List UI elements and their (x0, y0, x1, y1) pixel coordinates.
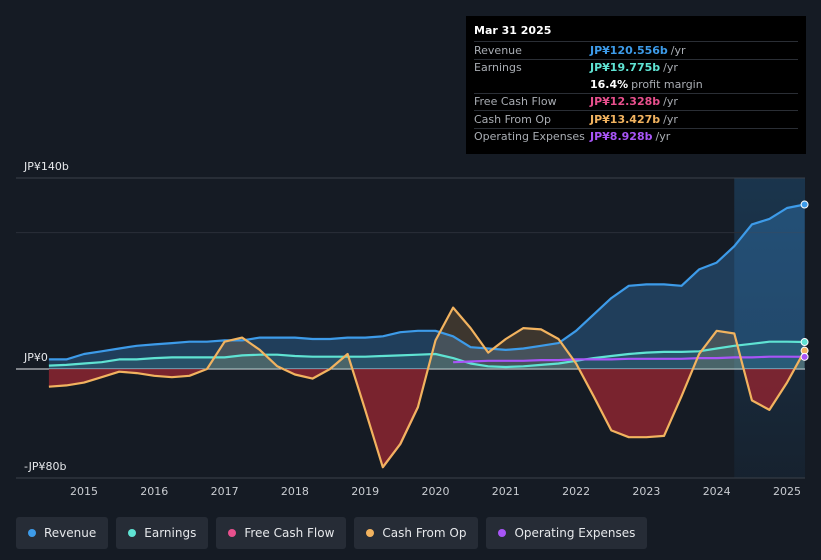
tooltip-row-label: Free Cash Flow (474, 95, 557, 109)
tooltip-row-value: JP¥12.328b (590, 95, 661, 109)
tooltip-row: Cash From Op JP¥13.427b/yr (474, 110, 798, 128)
legend-label: Operating Expenses (514, 526, 636, 540)
y-tick-label: -JP¥80b (24, 460, 66, 473)
series-areas (48, 204, 805, 468)
tooltip-row: 16.4% profit margin (474, 76, 798, 93)
y-axis: JP¥140b JP¥0 -JP¥80b (23, 160, 69, 473)
x-tick-label: 2024 (703, 485, 731, 498)
tooltip-rows: Revenue JP¥120.556b/yr Earnings JP¥19.775b /… (474, 41, 798, 145)
legend-label: Free Cash Flow (244, 526, 335, 540)
area-cash-from-op-negative (48, 369, 805, 468)
tooltip-row: Revenue JP¥120.556b/yr (474, 41, 798, 59)
tooltip-row: Free Cash Flow JP¥12.328b/yr (474, 92, 798, 111)
legend-label: Earnings (144, 526, 197, 540)
grid-lines (16, 177, 805, 479)
line-earnings (48, 340, 805, 369)
tooltip-panel: Mar 31 2025 Revenue JP¥120.556b/yr Earning… (466, 16, 806, 154)
legend-dot-icon (28, 529, 36, 537)
x-tick-label: 2025 (773, 485, 801, 498)
tooltip-row-unit: /yr (655, 130, 671, 144)
tooltip-row-value: 16.4% (590, 77, 629, 91)
x-tick-label: 2015 (70, 485, 98, 498)
series-end-dots (800, 200, 809, 361)
line-cash-from-op (48, 306, 806, 469)
tooltip-row-value: JP¥8.928b (590, 130, 653, 144)
tooltip-row-unit: /yr (670, 43, 686, 57)
legend-label: Cash From Op (382, 526, 467, 540)
legend-item-cash-from-op[interactable]: Cash From Op (354, 517, 479, 549)
x-tick-label: 2016 (140, 485, 168, 498)
legend: Revenue Earnings Free Cash Flow Cash From O… (16, 517, 648, 549)
legend-item-free-cash-flow[interactable]: Free Cash Flow (216, 517, 347, 549)
legend-dot-icon (498, 529, 507, 537)
x-tick-label: 2017 (211, 485, 239, 498)
legend-dot-icon (366, 529, 375, 537)
legend-item-operating-expenses[interactable]: Operating Expenses (486, 517, 648, 549)
x-tick-label: 2023 (632, 485, 660, 498)
legend-label: Revenue (44, 526, 97, 540)
area-cash-from-op-positive (48, 307, 805, 369)
tooltip-row-value: JP¥13.427b (590, 112, 661, 126)
x-tick-label: 2020 (422, 485, 450, 498)
tooltip-row-label: Operating Expenses (474, 130, 585, 144)
tooltip-row: Earnings JP¥19.775b/yr (474, 58, 798, 77)
end-dot-revenue (800, 200, 809, 209)
x-tick-label: 2022 (562, 485, 590, 498)
y-tick-label: JP¥140b (23, 160, 69, 173)
legend-dot-icon (228, 529, 237, 537)
tooltip-row: Operating Expenses JP¥8.928b/yr (474, 127, 798, 146)
tooltip-date: Mar 31 2025 (474, 24, 552, 37)
tooltip-row-unit: /yr (663, 61, 678, 75)
x-tick-label: 2019 (351, 485, 379, 498)
legend-item-revenue[interactable]: Revenue (16, 517, 109, 549)
tooltip-row-label: Earnings (474, 61, 522, 75)
legend-dot-icon (128, 529, 137, 537)
tooltip-row-label: Cash From Op (474, 112, 552, 126)
x-axis: 2015 2016 2017 2018 2019 2020 2021 2022 2023 2024… (70, 485, 801, 498)
forecast-highlight (734, 178, 805, 478)
area-revenue (48, 204, 805, 369)
tooltip-row-unit: /yr (663, 95, 678, 109)
tooltip-row-value: JP¥19.775b (590, 61, 661, 75)
tooltip-row-unit: /yr (663, 112, 678, 126)
legend-item-earnings[interactable]: Earnings (116, 517, 209, 549)
tooltip-row-unit: profit margin (631, 77, 703, 91)
end-dot-operating-expenses (800, 352, 809, 361)
series-lines (48, 203, 806, 469)
end-dot-earnings (800, 338, 809, 347)
line-revenue (48, 203, 805, 361)
tooltip-row-label: Revenue (474, 43, 522, 57)
y-tick-label: JP¥0 (23, 351, 48, 364)
x-tick-label: 2021 (492, 485, 520, 498)
tooltip-row-value: JP¥120.556b (590, 43, 668, 57)
x-tick-label: 2018 (281, 485, 309, 498)
line-operating-expenses (453, 355, 805, 364)
